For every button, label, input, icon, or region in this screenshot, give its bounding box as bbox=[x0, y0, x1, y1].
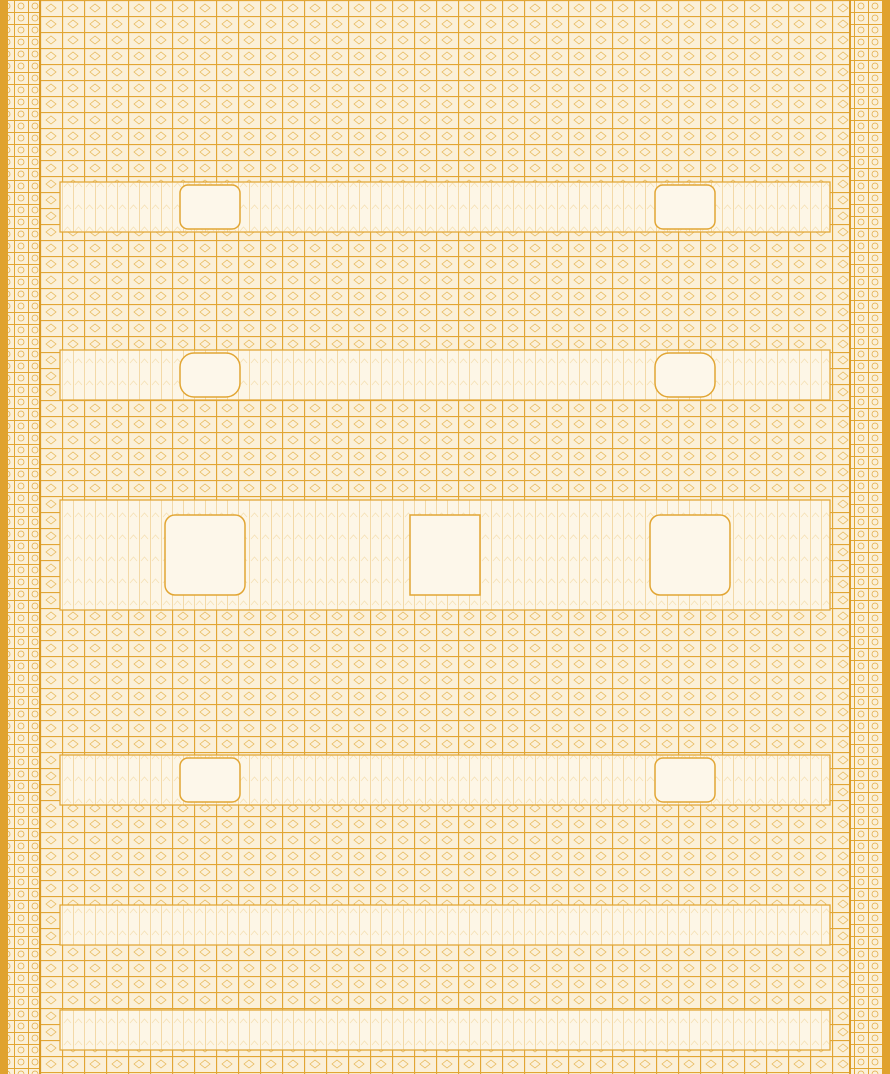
divider-fill bbox=[59, 1009, 831, 1051]
block bbox=[409, 514, 481, 596]
left-border-band bbox=[8, 0, 40, 1074]
divider-fill bbox=[59, 904, 831, 946]
band-lines bbox=[39, 0, 851, 1074]
block bbox=[179, 184, 241, 230]
light-blocks bbox=[164, 184, 731, 803]
block bbox=[179, 352, 241, 398]
block bbox=[179, 757, 241, 803]
block bbox=[654, 757, 716, 803]
block bbox=[649, 514, 731, 596]
block bbox=[654, 352, 716, 398]
left-edge bbox=[0, 0, 8, 1074]
block bbox=[654, 184, 716, 230]
right-border-band bbox=[850, 0, 882, 1074]
block bbox=[164, 514, 246, 596]
right-edge bbox=[882, 0, 890, 1074]
